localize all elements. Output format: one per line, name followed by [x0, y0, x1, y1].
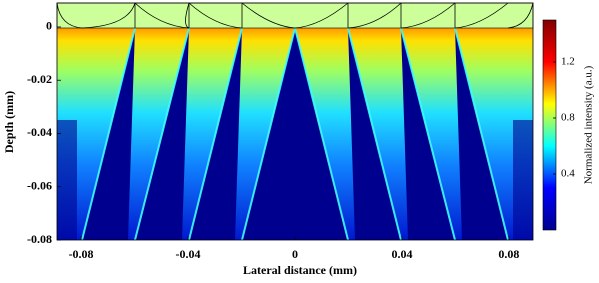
y-tick-label: -0.02: [27, 72, 52, 86]
lens-array: [56, 2, 534, 29]
y-tick-label: -0.08: [27, 232, 52, 246]
x-tick-label: 0.04: [391, 247, 412, 261]
colorbar-tick-label: 1.2: [561, 56, 575, 68]
x-tick-label: 0: [292, 247, 298, 261]
x-axis-label: Lateral distance (mm): [243, 263, 357, 277]
x-tick-label: 0.08: [498, 247, 519, 261]
field: [57, 28, 533, 240]
colorbar: [542, 19, 557, 231]
x-tick-label: -0.04: [176, 247, 201, 261]
y-tick-label: -0.06: [27, 178, 52, 192]
x-tick-label: -0.08: [69, 247, 94, 261]
colorbar-tick-label: 0.4: [561, 168, 575, 180]
colorbar-tick-label: 0.8: [561, 112, 575, 124]
y-axis-label: Depth (mm): [2, 91, 16, 153]
y-tick-label: 0: [46, 19, 52, 33]
y-tick-label: -0.04: [27, 125, 52, 139]
colorbar-label: Normalized intensity (a.u.): [583, 65, 595, 184]
